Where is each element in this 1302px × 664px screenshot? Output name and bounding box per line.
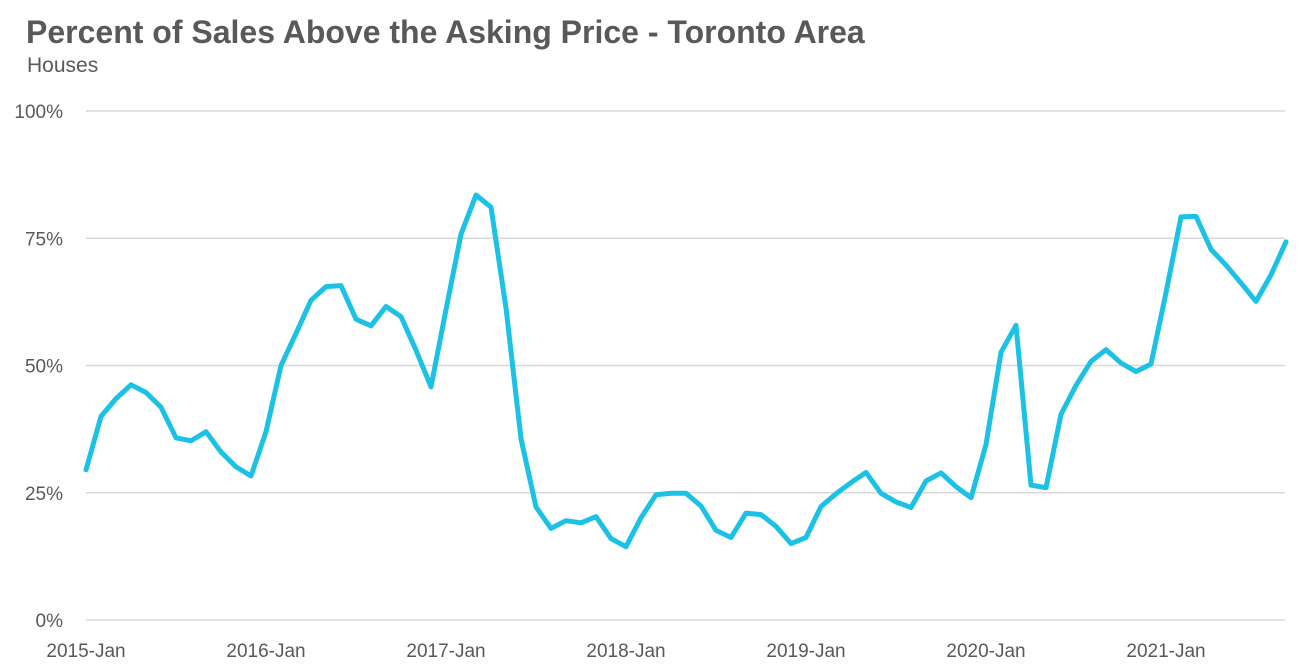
y-tick-label: 25% bbox=[25, 484, 63, 505]
x-tick-label: 2018-Jan bbox=[586, 641, 665, 662]
x-tick-label: 2020-Jan bbox=[946, 641, 1025, 662]
y-tick-label: 0% bbox=[36, 611, 64, 632]
y-tick-label: 75% bbox=[25, 229, 63, 250]
x-tick-label: 2019-Jan bbox=[766, 641, 845, 662]
x-tick-label: 2021-Jan bbox=[1126, 641, 1205, 662]
series-layer bbox=[83, 192, 1289, 550]
series-line bbox=[83, 192, 1289, 550]
chart-subtitle: Houses bbox=[27, 54, 99, 77]
x-tick-label: 2017-Jan bbox=[406, 641, 485, 662]
x-tick-label: 2016-Jan bbox=[226, 641, 305, 662]
x-axis-ticks: 2015-Jan 2016-Jan 2017-Jan 2018-Jan 2019-Jan… bbox=[46, 641, 1205, 662]
gridlines bbox=[86, 110, 1285, 621]
chart-title: Percent of Sales Above the Asking Price … bbox=[26, 14, 865, 50]
y-axis-ticks: 0% 25% 50% 75% 100% bbox=[14, 102, 63, 632]
y-tick-label: 50% bbox=[25, 357, 63, 378]
y-tick-label: 100% bbox=[14, 102, 63, 123]
x-tick-label: 2015-Jan bbox=[46, 641, 125, 662]
